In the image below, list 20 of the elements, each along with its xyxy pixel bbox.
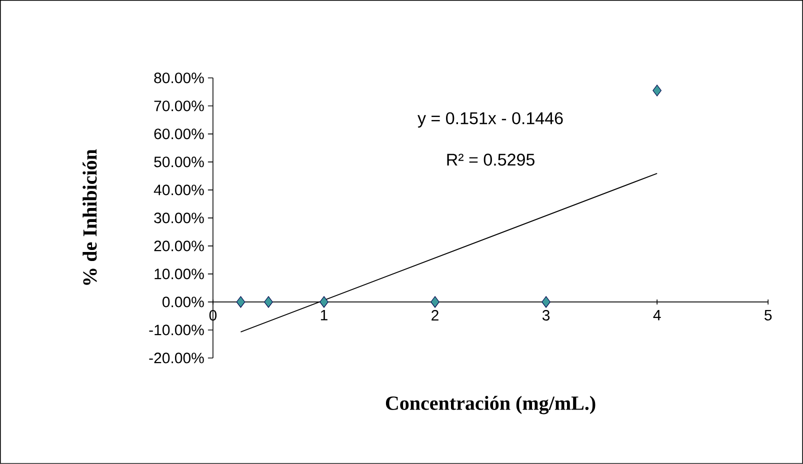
annotation: y = 0.151x - 0.1446 <box>418 112 563 128</box>
y-tick-label: 40.00% <box>154 184 204 196</box>
annotation: R² = 0.5295 <box>447 154 534 166</box>
y-tick-label: 20.00% <box>154 240 204 252</box>
x-tick-label: 5 <box>764 310 772 320</box>
y-tick-label: 0.00% <box>162 296 204 308</box>
y-tick-label: 50.00% <box>154 156 204 168</box>
x-tick-label: 4 <box>653 310 661 320</box>
y-axis-title: % de Inhibición <box>82 149 97 285</box>
y-tick-label: 60.00% <box>154 128 204 140</box>
x-axis-title: Concentración (mg/mL.) <box>386 396 596 414</box>
x-tick-label: 1 <box>320 310 328 320</box>
x-tick-label: 3 <box>542 310 550 321</box>
y-tick-label: -20.00% <box>149 352 204 364</box>
y-tick-label: 30.00% <box>154 212 204 224</box>
y-tick-label: 80.00% <box>154 72 204 84</box>
y-tick-label: 10.00% <box>154 268 204 280</box>
y-tick-label: 70.00% <box>154 100 204 112</box>
y-tick-label: -10.00% <box>149 324 204 336</box>
x-tick-label: 2 <box>432 310 438 321</box>
